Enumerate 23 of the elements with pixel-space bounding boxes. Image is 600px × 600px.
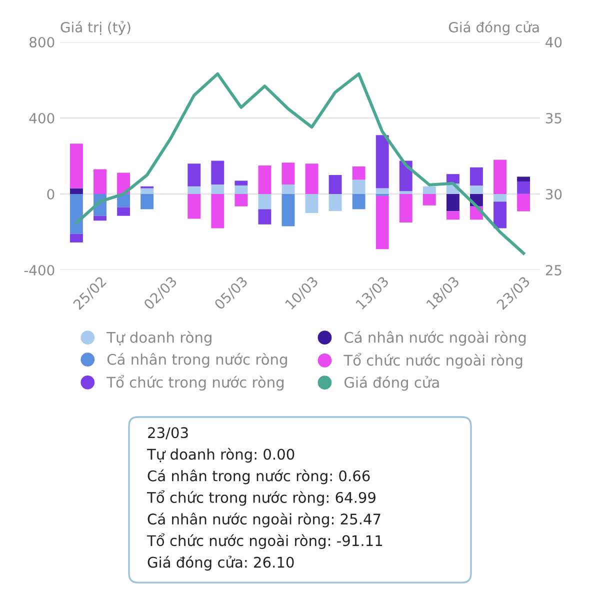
text: Cá nhân trong nước ròng: 0.66 [148, 470, 370, 484]
text: Tổ chức nước ngoài ròng: -91.11 [146, 533, 382, 549]
legend-label: Tự doanh ròng [106, 331, 212, 346]
legend-label: Tổ chức trong nước ròng [106, 374, 284, 391]
text: Tự doanh ròng: 0.00 [146, 448, 294, 463]
y2-tick-label: 40 [546, 36, 562, 48]
y-axis-title: Giá trị (tỷ) [60, 21, 130, 36]
y2-axis-title: Giá đóng cửa [448, 21, 539, 36]
text: Giá đóng cửa: 26.10 [148, 556, 294, 571]
text: Cá nhân nước ngoài ròng: 25.47 [148, 512, 380, 528]
y2-tick-label: 25 [546, 264, 562, 276]
y2-tick-label: 30 [546, 188, 562, 200]
y2-tick-label: 35 [546, 112, 562, 124]
text: Tổ chức trong nước ròng: 64.99 [146, 490, 376, 506]
text: 23/03 [148, 427, 188, 440]
legend-label: Tổ chức nước ngoài ròng [344, 352, 522, 369]
legend-label: Cá nhân trong nước ròng [107, 352, 287, 368]
y-tick-label: 0 [47, 188, 54, 200]
y-tick-label: 400 [29, 112, 54, 124]
y-tick-label: 800 [30, 36, 54, 48]
y-tick-label: -400 [24, 264, 54, 276]
legend-label: Giá đóng cửa [344, 376, 439, 391]
legend-label: Cá nhân nước ngoài ròng [344, 331, 526, 346]
